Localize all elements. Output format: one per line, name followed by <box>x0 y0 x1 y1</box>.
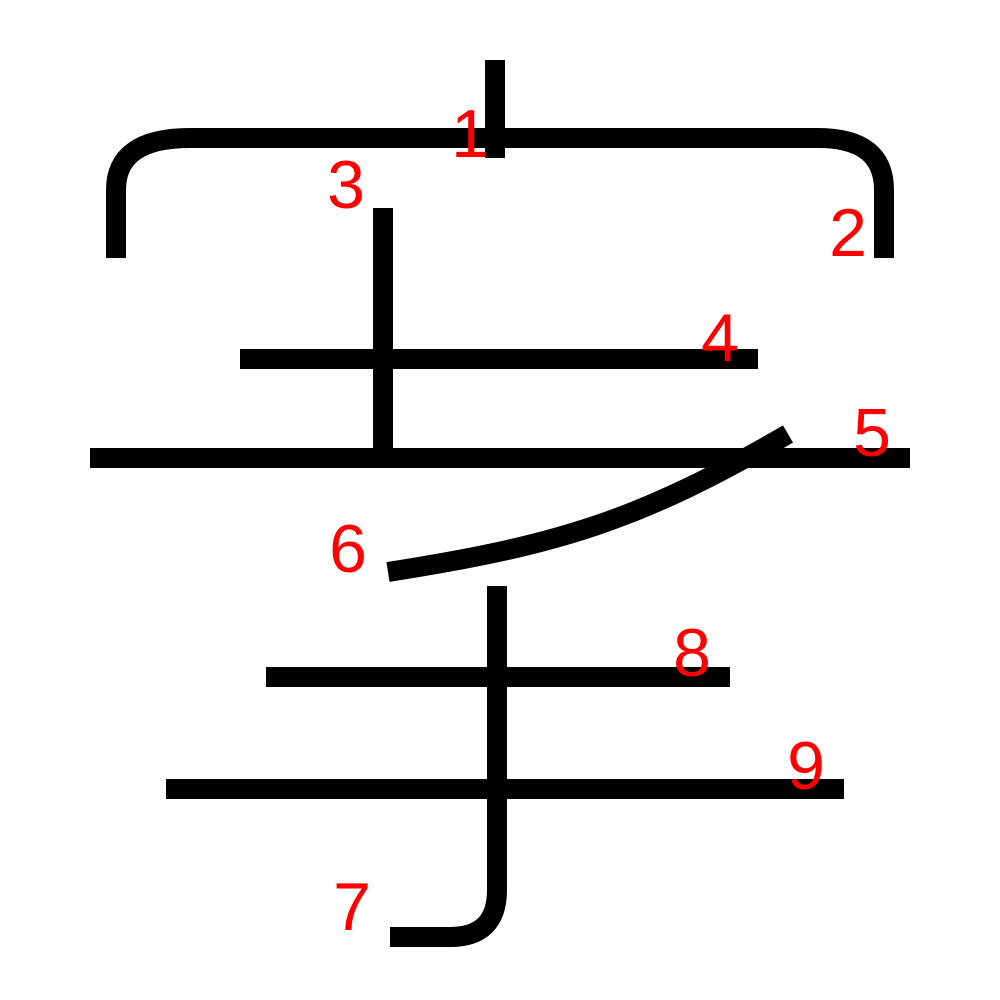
character-strokes <box>90 60 910 947</box>
stroke-number-9: 9 <box>787 728 825 804</box>
stroke-number-7: 7 <box>333 869 371 945</box>
stroke-numbers: 1 2 3 4 5 6 7 8 9 <box>327 96 891 945</box>
stroke-number-1: 1 <box>451 96 489 172</box>
stroke-number-3: 3 <box>327 147 365 223</box>
stroke-7 <box>390 586 507 947</box>
stroke-number-4: 4 <box>701 300 739 376</box>
stroke-2 <box>106 128 894 258</box>
stroke-6 <box>386 425 794 582</box>
stroke-number-6: 6 <box>329 511 367 587</box>
stroke-number-5: 5 <box>853 395 891 471</box>
stroke-number-2: 2 <box>829 195 867 271</box>
stroke-number-8: 8 <box>673 615 711 691</box>
